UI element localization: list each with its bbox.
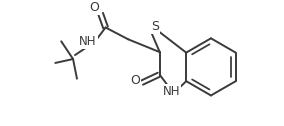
Text: S: S: [151, 20, 159, 33]
Text: NH: NH: [163, 85, 180, 98]
Text: NH: NH: [79, 35, 97, 48]
Text: O: O: [130, 74, 140, 87]
Text: O: O: [89, 1, 99, 14]
